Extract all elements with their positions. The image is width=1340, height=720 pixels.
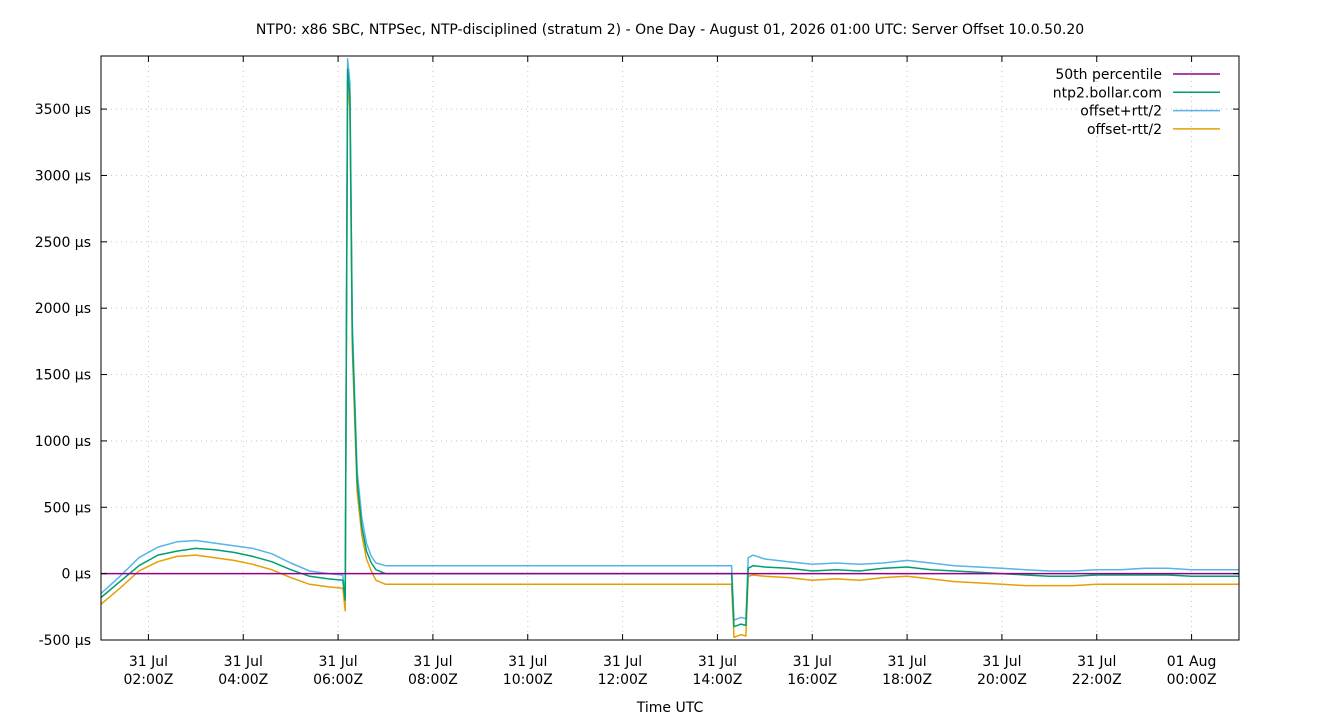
- x-tick-label-date: 31 Jul: [413, 654, 452, 670]
- x-tick-label-time: 04:00Z: [218, 672, 268, 688]
- series-line-offset-rtt-2: [100, 79, 1239, 639]
- x-tick-label-date: 31 Jul: [698, 654, 737, 670]
- y-tick-label: 3000 µs: [35, 168, 91, 184]
- y-tick-label: 0 µs: [61, 567, 91, 583]
- y-tick-label: 1500 µs: [35, 368, 91, 384]
- series-line-ntp2-bollar-com: [100, 68, 1239, 628]
- x-tick-label-date: 31 Jul: [224, 654, 263, 670]
- x-tick-label-time: 06:00Z: [313, 672, 363, 688]
- y-tick-label: 1000 µs: [35, 434, 91, 450]
- series-layer: [100, 57, 1239, 639]
- x-tick-label-date: 31 Jul: [982, 654, 1021, 670]
- x-tick-label-time: 02:00Z: [123, 672, 173, 688]
- x-tick-label-date: 31 Jul: [319, 654, 358, 670]
- plot-frame: [100, 55, 1240, 641]
- x-tick-label-time: 14:00Z: [692, 672, 742, 688]
- y-axis: -500 µs 0 µs 500 µs 1000 µs 1500 µs 2000 µs 25…: [35, 102, 1239, 649]
- legend-label: offset+rtt/2: [1080, 104, 1162, 120]
- y-tick-label: 2000 µs: [35, 301, 91, 317]
- x-tick-label-time: 18:00Z: [882, 672, 932, 688]
- x-axis-label: Time UTC: [636, 700, 704, 716]
- x-tick-label-date: 31 Jul: [508, 654, 547, 670]
- x-tick-label-time: 12:00Z: [598, 672, 648, 688]
- chart-title: NTP0: x86 SBC, NTPSec, NTP-disciplined (…: [256, 22, 1084, 38]
- y-tick-label: 2500 µs: [35, 235, 91, 251]
- x-axis: 31 Jul 02:00Z 31 Jul 04:00Z 31 Jul 06:00Z 31 J…: [123, 56, 1217, 688]
- legend-label: ntp2.bollar.com: [1053, 85, 1162, 101]
- legend-label: 50th percentile: [1055, 67, 1162, 83]
- y-tick-label: -500 µs: [39, 633, 91, 649]
- grid-lines: [101, 56, 1239, 641]
- x-tick-label-date: 31 Jul: [888, 654, 927, 670]
- series-line-offset-rtt-2: [100, 57, 1239, 621]
- x-tick-label-time: 10:00Z: [503, 672, 553, 688]
- x-tick-label-time: 00:00Z: [1167, 672, 1217, 688]
- x-tick-label-date: 31 Jul: [793, 654, 832, 670]
- x-tick-label-date: 31 Jul: [1077, 654, 1116, 670]
- x-tick-label-date: 31 Jul: [603, 654, 642, 670]
- x-tick-label-time: 08:00Z: [408, 672, 458, 688]
- x-tick-label-date: 31 Jul: [129, 654, 168, 670]
- y-tick-label: 500 µs: [44, 500, 91, 516]
- x-tick-label-time: 16:00Z: [787, 672, 837, 688]
- x-tick-label-date: 01 Aug: [1167, 654, 1217, 670]
- y-tick-label: 3500 µs: [35, 102, 91, 118]
- legend-label: offset-rtt/2: [1087, 122, 1162, 138]
- x-tick-label-time: 20:00Z: [977, 672, 1027, 688]
- x-tick-label-time: 22:00Z: [1072, 672, 1122, 688]
- legend: 50th percentile ntp2.bollar.com offset+rtt…: [1053, 67, 1220, 138]
